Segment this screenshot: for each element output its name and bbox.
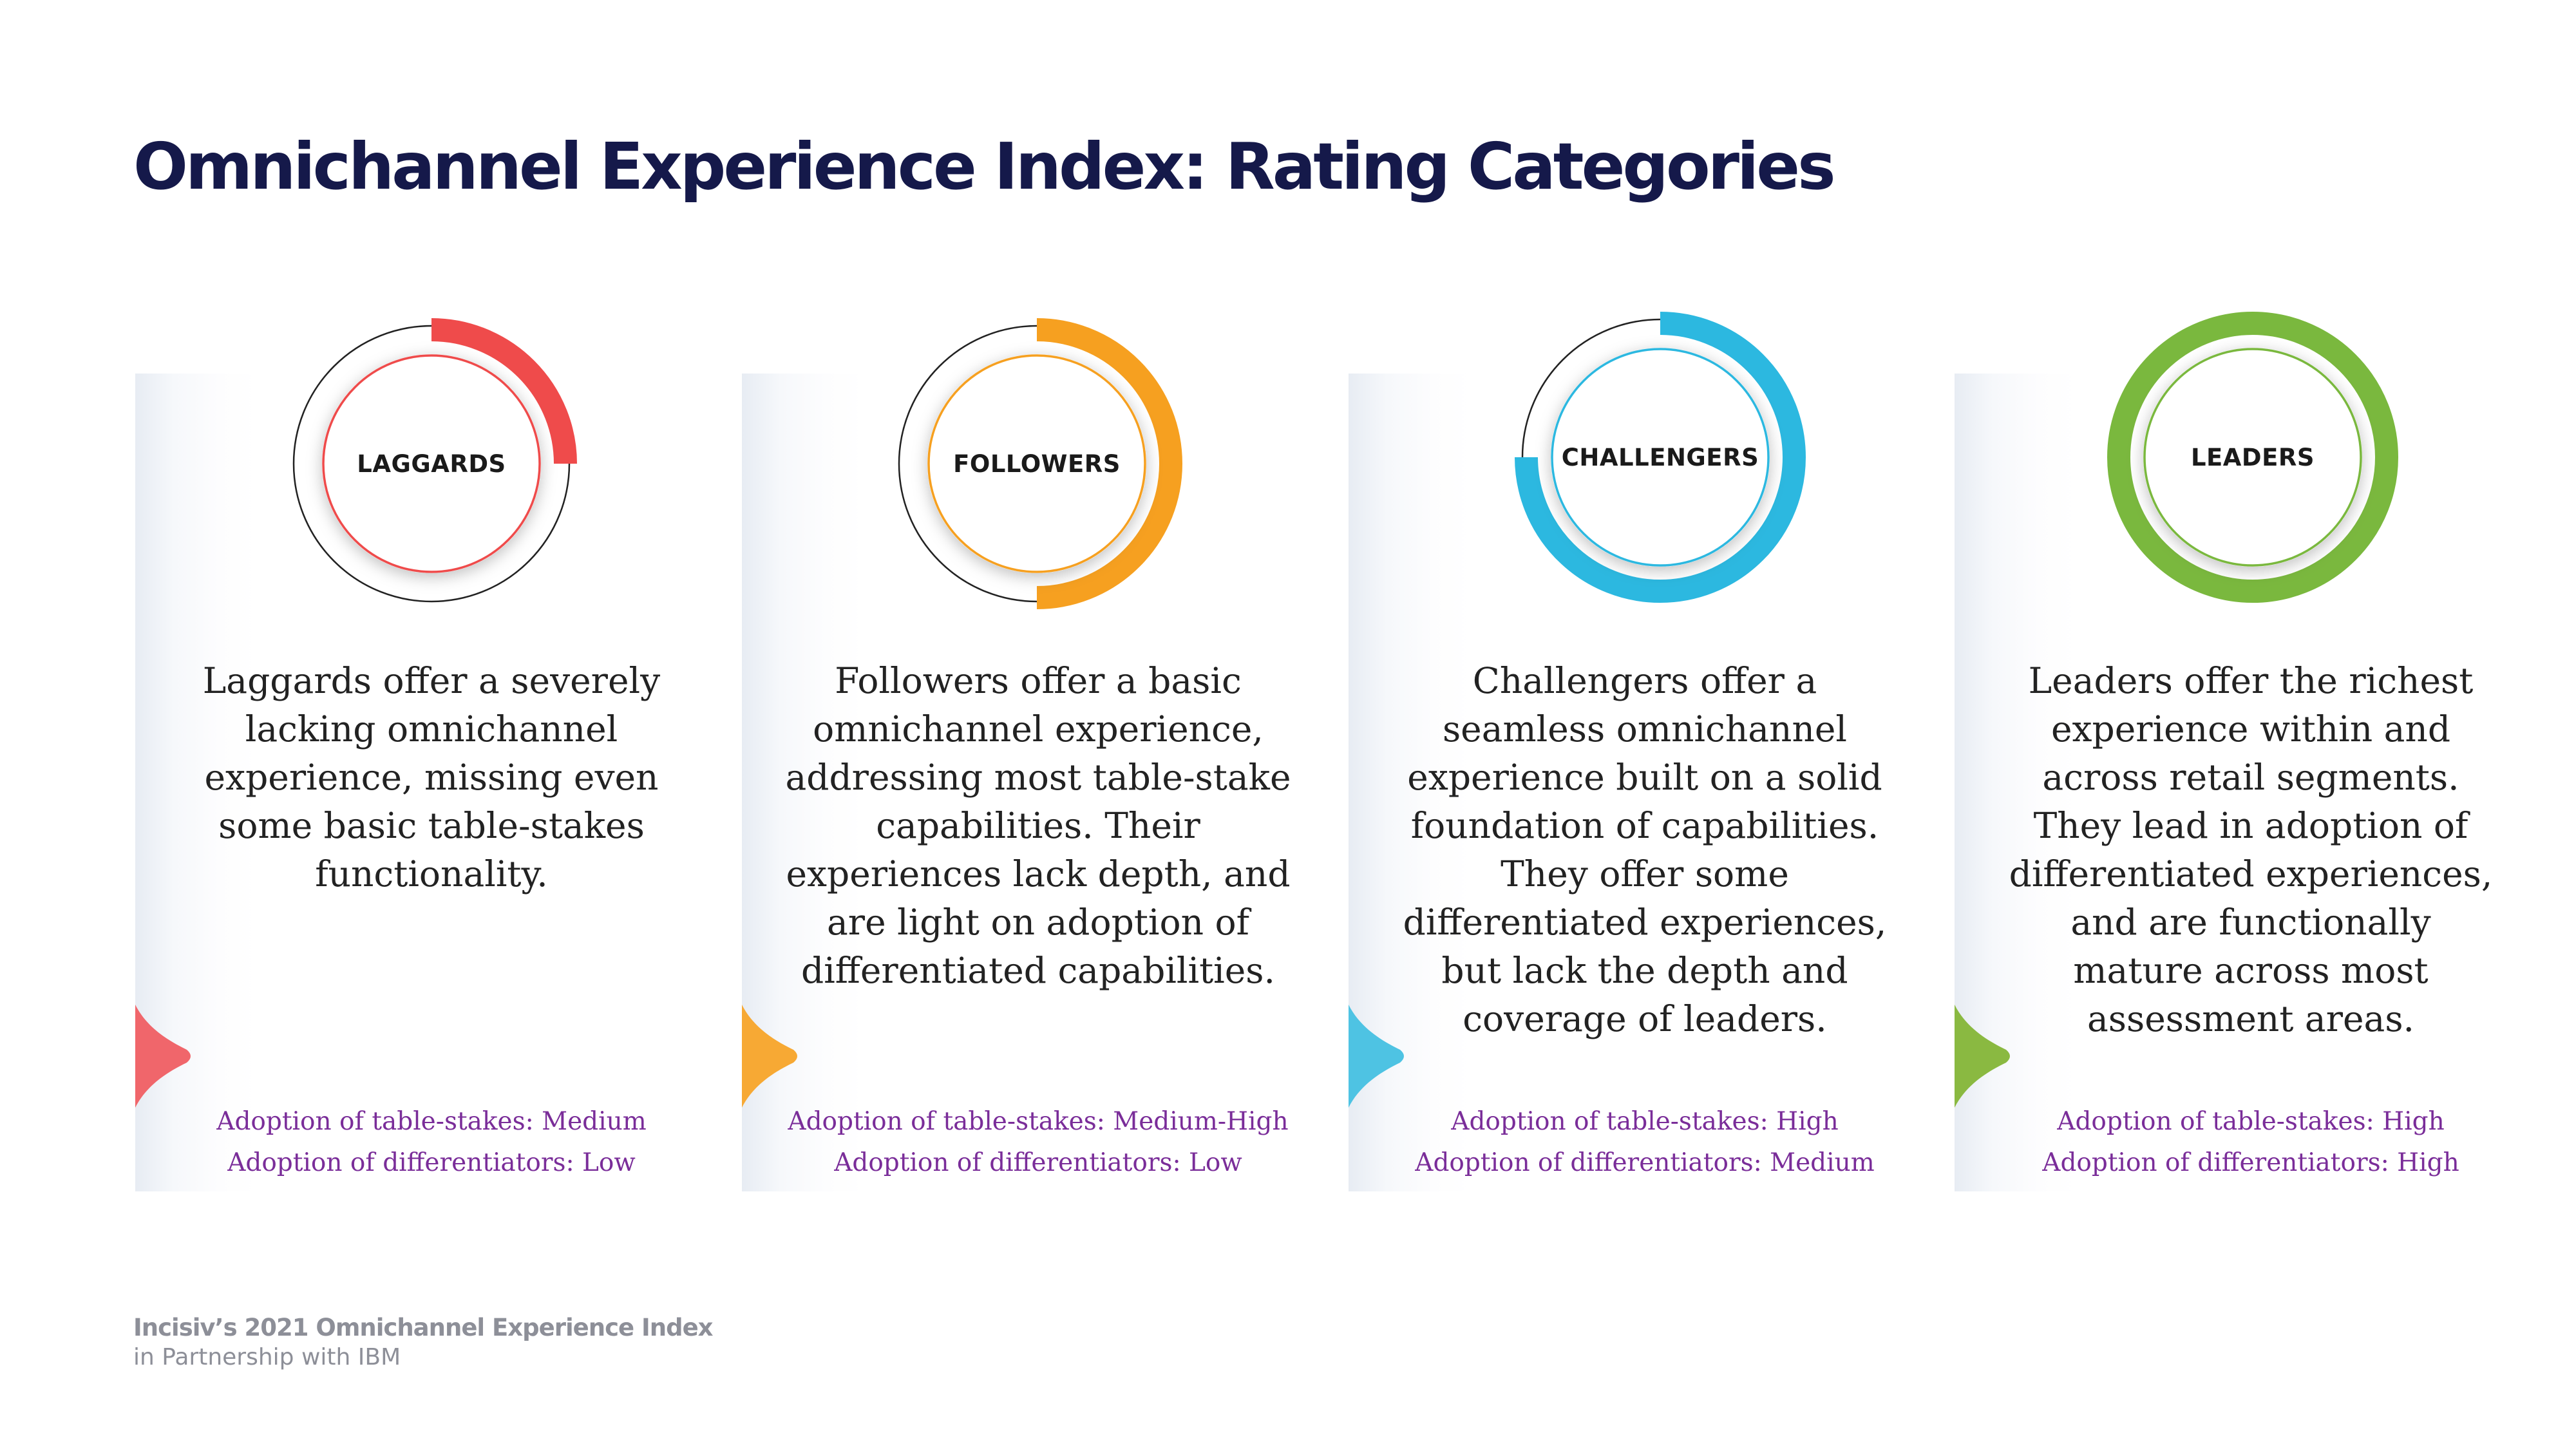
ring-inner-border bbox=[2143, 348, 2362, 567]
rating-ring: LEADERS bbox=[2085, 290, 2420, 625]
category-label: CHALLENGERS bbox=[1561, 443, 1759, 471]
description-line: experiences lack depth, and bbox=[786, 853, 1291, 895]
adoption-table-stakes: Adoption of table-stakes: Medium-High bbox=[788, 1107, 1289, 1136]
adoption-differentiators: Adoption of differentiators: Low bbox=[227, 1148, 636, 1177]
description-line: capabilities. Their bbox=[876, 805, 1200, 846]
ring-inner-disc bbox=[1551, 348, 1770, 567]
category-description: Leaders offer the richest experience wit… bbox=[1955, 657, 2547, 1043]
description-line: They lead in adoption of bbox=[2033, 805, 2468, 846]
ring-inner-border bbox=[322, 354, 541, 573]
pointer-arrow-icon bbox=[135, 1005, 191, 1108]
description-line: experience, missing even bbox=[204, 757, 659, 798]
adoption-table-stakes: Adoption of table-stakes: High bbox=[1451, 1107, 1839, 1136]
footer-title: Incisiv’s 2021 Omnichannel Experience In… bbox=[133, 1314, 714, 1341]
description-line: coverage of leaders. bbox=[1463, 998, 1827, 1039]
ring-inner-border bbox=[1551, 348, 1770, 567]
category-description: Challengers offer a seamless omnichannel… bbox=[1349, 657, 1941, 1043]
adoption-differentiators: Adoption of differentiators: Low bbox=[834, 1148, 1242, 1177]
adoption-table-stakes: Adoption of table-stakes: High bbox=[2057, 1107, 2445, 1136]
rating-ring: CHALLENGERS bbox=[1493, 290, 1828, 625]
footer-subtitle: in Partnership with IBM bbox=[133, 1344, 401, 1370]
description-line: but lack the depth and bbox=[1441, 950, 1848, 991]
ring-progress-arc bbox=[2107, 312, 2398, 603]
ring-inner-disc bbox=[322, 354, 541, 573]
ring-progress-arc bbox=[1515, 312, 1806, 603]
adoption-table-stakes: Adoption of table-stakes: Medium bbox=[216, 1107, 647, 1136]
description-line: assessment areas. bbox=[2087, 998, 2415, 1039]
description-line: mature across most bbox=[2073, 950, 2429, 991]
category-description: Laggards offer a severely lacking omnich… bbox=[135, 657, 728, 898]
ring-progress-arc bbox=[1036, 318, 1182, 609]
ring-gauge bbox=[292, 318, 577, 603]
pointer-arrow-icon bbox=[742, 1005, 797, 1108]
description-line: Leaders offer the richest bbox=[2028, 660, 2474, 701]
category-card-followers: FOLLOWERS Followers offer a basic omnich… bbox=[742, 296, 1334, 1191]
description-line: across retail segments. bbox=[2042, 757, 2459, 798]
ring-inner-disc bbox=[927, 354, 1146, 573]
footer-credit: Incisiv’s 2021 Omnichannel Experience In… bbox=[133, 1314, 714, 1370]
description-line: They offer some bbox=[1501, 853, 1789, 895]
ring-gauge bbox=[2107, 312, 2398, 603]
pointer-arrow-icon bbox=[1955, 1005, 2010, 1108]
page-title: Omnichannel Experience Index: Rating Cat… bbox=[133, 129, 1836, 204]
ring-progress-arc bbox=[431, 318, 577, 464]
ring-gauge bbox=[1515, 312, 1806, 603]
description-line: differentiated experiences, bbox=[2009, 853, 2493, 895]
rating-ring: FOLLOWERS bbox=[869, 296, 1204, 631]
category-label: FOLLOWERS bbox=[953, 450, 1121, 478]
category-card-challengers: CHALLENGERS Challengers offer a seamless… bbox=[1349, 296, 1941, 1191]
adoption-summary: Adoption of table-stakes: High Adoption … bbox=[1955, 1101, 2547, 1184]
description-line: seamless omnichannel bbox=[1442, 708, 1848, 750]
description-line: foundation of capabilities. bbox=[1410, 805, 1879, 846]
description-line: some basic table-stakes bbox=[218, 805, 645, 846]
description-line: are light on adoption of bbox=[826, 902, 1250, 943]
description-line: differentiated experiences, bbox=[1403, 902, 1887, 943]
adoption-summary: Adoption of table-stakes: High Adoption … bbox=[1349, 1101, 1941, 1184]
rating-ring: LAGGARDS bbox=[264, 296, 599, 631]
description-line: experience within and bbox=[2050, 708, 2451, 750]
ring-inner-border bbox=[927, 354, 1146, 573]
description-line: experience built on a solid bbox=[1407, 757, 1882, 798]
description-line: Laggards offer a severely bbox=[202, 660, 661, 701]
category-label: LAGGARDS bbox=[357, 450, 506, 478]
description-line: Challengers offer a bbox=[1472, 660, 1817, 701]
pointer-arrow-icon bbox=[1349, 1005, 1404, 1108]
adoption-differentiators: Adoption of differentiators: High bbox=[2042, 1148, 2459, 1177]
description-line: addressing most table-stake bbox=[785, 757, 1291, 798]
ring-inner-disc bbox=[2143, 348, 2362, 567]
description-line: functionality. bbox=[315, 853, 548, 895]
adoption-differentiators: Adoption of differentiators: Medium bbox=[1415, 1148, 1875, 1177]
adoption-summary: Adoption of table-stakes: Medium-High Ad… bbox=[742, 1101, 1334, 1184]
category-description: Followers offer a basic omnichannel expe… bbox=[742, 657, 1334, 995]
description-line: differentiated capabilities. bbox=[800, 950, 1276, 991]
description-line: lacking omnichannel bbox=[245, 708, 618, 750]
description-line: omnichannel experience, bbox=[813, 708, 1264, 750]
adoption-summary: Adoption of table-stakes: Medium Adoptio… bbox=[135, 1101, 728, 1184]
category-label: LEADERS bbox=[2190, 443, 2315, 471]
category-card-laggards: LAGGARDS Laggards offer a severely lacki… bbox=[135, 296, 728, 1191]
description-line: Followers offer a basic bbox=[835, 660, 1242, 701]
ring-gauge bbox=[898, 318, 1182, 609]
description-line: and are functionally bbox=[2070, 902, 2431, 943]
category-card-leaders: LEADERS Leaders offer the richest experi… bbox=[1955, 296, 2547, 1191]
